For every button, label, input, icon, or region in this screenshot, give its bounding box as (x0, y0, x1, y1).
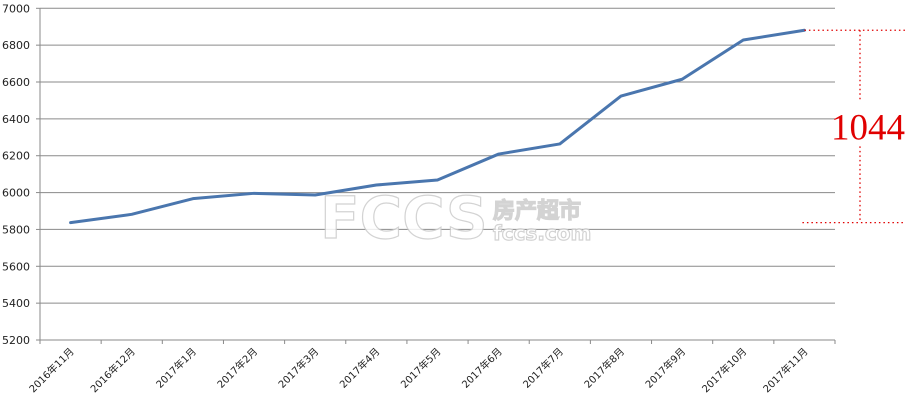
x-tick-label: 2017年2月 (214, 345, 260, 391)
x-tick-label: 2017年11月 (760, 345, 810, 395)
y-tick-label: 5800 (2, 223, 30, 236)
y-tick-labels: 5200 5400 5600 5800 6000 6200 6400 6600 6800 7000 (2, 2, 30, 347)
x-tick-label: 2016年11月 (26, 345, 76, 395)
difference-annotation: 1044 (802, 29, 905, 224)
y-tick-label: 6000 (2, 187, 30, 200)
series-group (69, 28, 806, 225)
gridlines (40, 7, 835, 304)
y-tick-label: 5600 (2, 260, 30, 273)
x-tick-labels: 2016年11月 2016年12月 2017年1月 2017年2月 2017年3月 201… (26, 345, 810, 395)
y-tick-label: 6600 (2, 76, 30, 89)
x-tick-label: 2017年3月 (275, 345, 321, 391)
x-tick-label: 2017年5月 (398, 345, 444, 391)
x-tick-label: 2017年1月 (153, 345, 199, 391)
watermark-cn-text: 房产超市 (493, 198, 581, 224)
y-tick-label: 5400 (2, 297, 30, 310)
x-tick-label: 2017年8月 (581, 345, 627, 391)
x-tick-label: 2017年7月 (520, 345, 566, 391)
watermark-logo-text: FCCS (320, 184, 488, 252)
x-tick-label: 2017年10月 (699, 345, 749, 395)
watermark-logo: FCCS 房产超市 fccs.com (319, 183, 592, 252)
axes (36, 7, 836, 344)
y-tick-label: 7000 (2, 2, 30, 15)
x-tick-label: 2017年4月 (337, 345, 383, 391)
y-tick-label: 5200 (2, 334, 30, 347)
x-tick-label: 2016年12月 (88, 345, 138, 395)
y-tick-label: 6200 (2, 150, 30, 163)
watermark-url-text: fccs.com (493, 221, 591, 245)
y-tick-label: 6800 (2, 39, 30, 52)
annotation-value: 1044 (831, 107, 905, 148)
y-tick-label: 6400 (2, 113, 30, 126)
x-tick-label: 2017年6月 (459, 345, 505, 391)
x-tick-label: 2017年9月 (642, 345, 688, 391)
